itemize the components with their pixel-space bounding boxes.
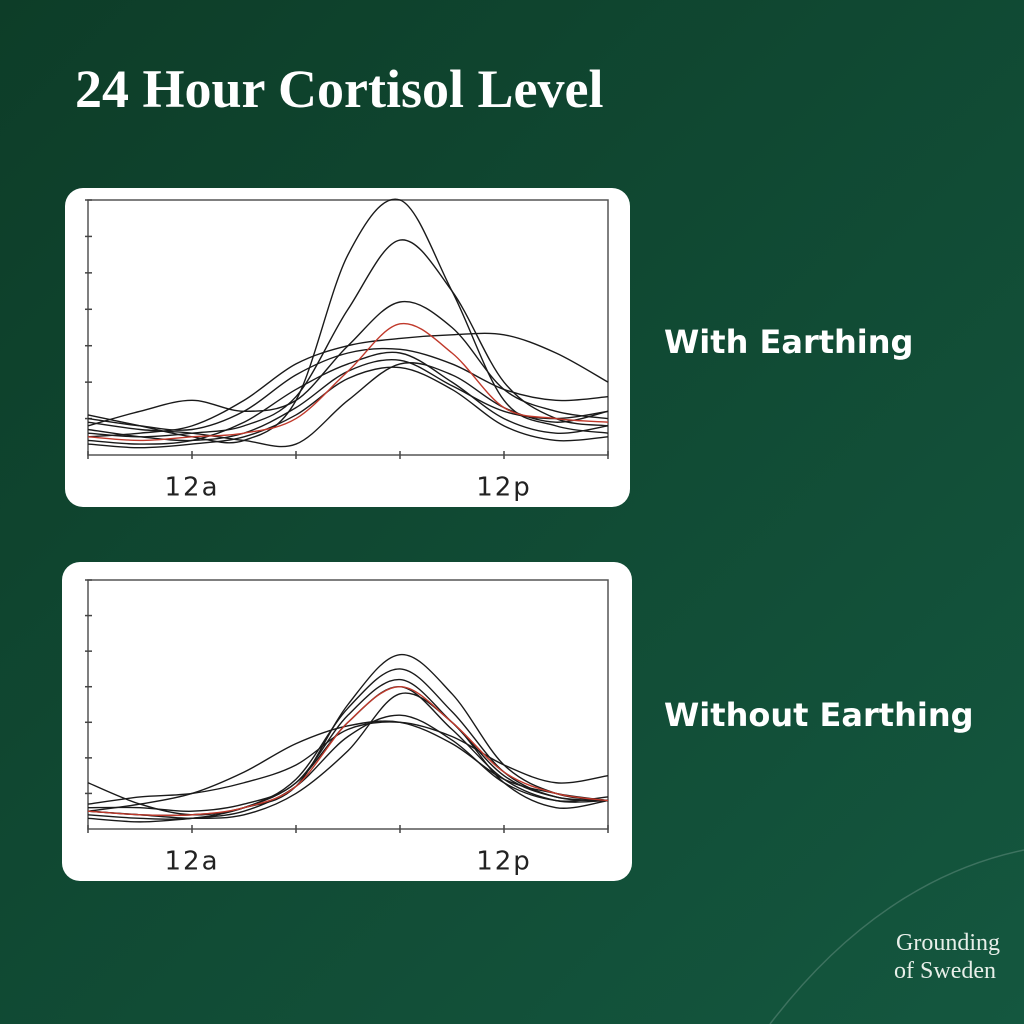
chart-label: Without Earthing	[664, 696, 974, 734]
curve	[87, 678, 609, 812]
x-tick-label: 12p	[476, 473, 532, 503]
curve	[87, 332, 609, 438]
plot-frame	[87, 579, 609, 830]
brand: Grounding	[896, 930, 1000, 956]
x-tick-label: 12a	[164, 847, 219, 877]
curve	[87, 686, 609, 817]
page-title: 24 Hour Cortisol Level	[75, 59, 603, 119]
x-tick-label: 12p	[476, 847, 532, 877]
curve	[87, 692, 609, 820]
curve	[87, 714, 609, 823]
card	[62, 562, 632, 881]
curve	[87, 721, 609, 805]
curve	[87, 322, 609, 442]
curve	[87, 720, 609, 812]
card	[65, 188, 630, 507]
curve	[87, 653, 609, 816]
x-tick-label: 12a	[164, 473, 219, 503]
decor-arc	[769, 849, 1024, 1024]
chart-label: With Earthing	[664, 323, 913, 361]
curve	[87, 351, 609, 445]
curve	[87, 366, 609, 449]
curve	[87, 347, 609, 431]
plot-frame	[87, 199, 609, 456]
brand: of Sweden	[894, 958, 996, 984]
